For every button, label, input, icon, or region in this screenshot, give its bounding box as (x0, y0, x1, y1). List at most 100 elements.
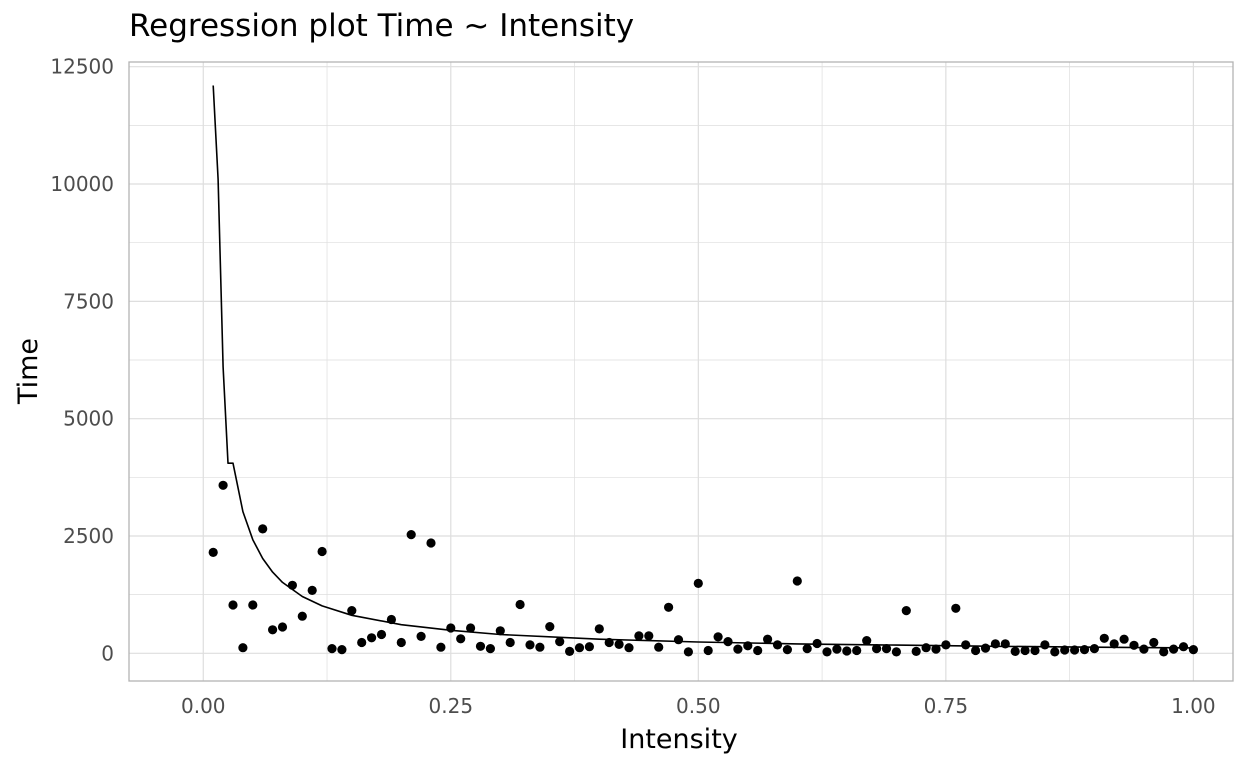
data-point (416, 631, 426, 642)
data-point (654, 642, 664, 652)
data-point (287, 580, 297, 590)
data-point (1050, 647, 1060, 657)
data-point (862, 636, 872, 646)
y-axis-label: Time (13, 338, 44, 405)
data-point (446, 623, 456, 633)
data-point (713, 632, 723, 642)
tick-layer: 0.00 0.25 0.50 0.75 1.00 0 2500 5000 7500 10000 12… (50, 55, 1215, 718)
data-point (485, 644, 495, 654)
grid-layer (129, 62, 1233, 681)
data-point (961, 640, 971, 650)
y-tick-label: 7500 (63, 289, 114, 313)
data-point (525, 640, 535, 650)
y-tick-label: 12500 (50, 55, 114, 79)
data-point (1119, 634, 1129, 644)
data-point (327, 644, 337, 654)
data-point (584, 642, 595, 652)
data-point (683, 647, 694, 657)
data-point (258, 524, 268, 534)
data-point (921, 643, 931, 653)
data-point (347, 606, 357, 616)
data-point (1159, 647, 1169, 657)
y-tick-label: 10000 (50, 172, 114, 196)
data-point (624, 643, 634, 653)
data-point (693, 578, 703, 589)
data-point (733, 644, 743, 654)
data-point (753, 645, 763, 656)
data-point (1010, 646, 1020, 657)
data-point (891, 647, 902, 657)
data-point (475, 641, 486, 651)
data-point (337, 645, 347, 655)
data-point (673, 635, 684, 645)
data-point (1178, 642, 1189, 652)
data-point (436, 642, 446, 652)
data-point (1109, 639, 1119, 649)
data-point (1149, 637, 1159, 648)
data-point (297, 611, 307, 621)
data-point (1040, 640, 1050, 650)
data-point (268, 625, 278, 635)
data-point (1079, 645, 1090, 655)
data-point (515, 599, 525, 610)
x-tick-label: 0.25 (429, 694, 474, 718)
y-tick-label: 2500 (63, 524, 114, 548)
data-point (980, 643, 991, 653)
data-point (574, 643, 585, 653)
data-point (1030, 645, 1040, 656)
data-point (842, 646, 852, 656)
data-point (1000, 639, 1010, 649)
data-point (456, 634, 466, 644)
data-point (881, 644, 892, 654)
data-point (535, 642, 545, 652)
data-point (911, 646, 921, 657)
data-point (307, 585, 317, 596)
data-point (1060, 645, 1070, 655)
data-point (426, 538, 436, 548)
fit-layer (212, 85, 1194, 649)
data-point (802, 644, 812, 654)
data-point (664, 602, 674, 612)
data-point (1099, 633, 1109, 643)
x-tick-label: 0.00 (181, 694, 226, 718)
data-point (634, 631, 644, 641)
data-point (763, 634, 773, 644)
panel-border (128, 61, 1234, 682)
data-point (1188, 645, 1198, 655)
data-point (1070, 645, 1080, 655)
regression-line (212, 85, 1194, 649)
data-point (396, 637, 406, 648)
data-point (495, 626, 505, 636)
y-tick-label: 5000 (63, 407, 114, 431)
data-point (990, 639, 1001, 649)
data-point (228, 600, 238, 610)
data-point (277, 622, 288, 632)
data-point (1089, 644, 1099, 654)
x-axis-label: Intensity (620, 724, 738, 755)
data-point (545, 622, 555, 632)
data-point (1139, 644, 1149, 654)
x-tick-label: 1.00 (1171, 694, 1216, 718)
data-point (386, 614, 396, 625)
data-point (852, 645, 862, 656)
chart-title: Regression plot Time ~ Intensity (129, 8, 635, 44)
data-point (565, 646, 575, 657)
data-point (872, 644, 882, 654)
points-layer (208, 480, 1198, 657)
data-point (614, 639, 624, 650)
data-point (406, 530, 416, 540)
data-point (941, 640, 951, 650)
x-tick-label: 0.50 (676, 694, 721, 718)
data-point (376, 629, 387, 640)
data-point (555, 637, 565, 647)
data-point (505, 637, 515, 648)
data-point (743, 641, 753, 651)
x-tick-label: 0.75 (924, 694, 969, 718)
data-point (466, 623, 476, 633)
data-point (772, 640, 783, 650)
data-point (367, 633, 377, 643)
data-point (1129, 640, 1139, 650)
data-point (238, 643, 248, 653)
data-point (931, 644, 941, 654)
